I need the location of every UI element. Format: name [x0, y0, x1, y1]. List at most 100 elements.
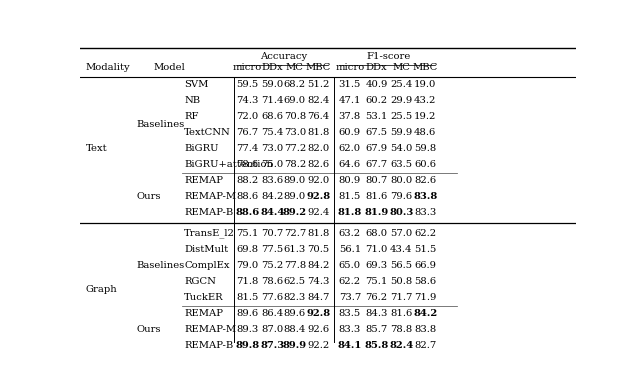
Text: TuckER: TuckER [184, 293, 224, 302]
Text: 71.4: 71.4 [261, 96, 284, 105]
Text: DistMult: DistMult [184, 245, 228, 254]
Text: 80.0: 80.0 [390, 176, 413, 185]
Text: 75.2: 75.2 [261, 261, 284, 270]
Text: 84.2: 84.2 [413, 309, 437, 318]
Text: 29.9: 29.9 [390, 96, 413, 105]
Text: 83.8: 83.8 [414, 325, 436, 334]
Text: 60.2: 60.2 [365, 96, 388, 105]
Text: 43.4: 43.4 [390, 245, 413, 254]
Text: F1-score: F1-score [366, 52, 411, 61]
Text: REMAP-B: REMAP-B [184, 341, 234, 350]
Text: 57.0: 57.0 [390, 229, 413, 238]
Text: 72.7: 72.7 [284, 229, 306, 238]
Text: 68.2: 68.2 [284, 80, 306, 89]
Text: 66.9: 66.9 [414, 261, 436, 270]
Text: 84.4: 84.4 [260, 208, 285, 217]
Text: 89.2: 89.2 [283, 208, 307, 217]
Text: Ours: Ours [136, 325, 161, 334]
Text: RF: RF [184, 112, 198, 121]
Text: 77.4: 77.4 [236, 144, 259, 153]
Text: 87.0: 87.0 [261, 325, 284, 334]
Text: 25.4: 25.4 [390, 80, 413, 89]
Text: 75.4: 75.4 [261, 128, 284, 137]
Text: 71.9: 71.9 [414, 293, 436, 302]
Text: 69.0: 69.0 [284, 96, 306, 105]
Text: 70.7: 70.7 [261, 229, 284, 238]
Text: REMAP: REMAP [184, 176, 223, 185]
Text: 56.5: 56.5 [390, 261, 412, 270]
Text: 59.0: 59.0 [261, 80, 284, 89]
Text: 71.8: 71.8 [236, 277, 259, 286]
Text: MBC: MBC [305, 64, 331, 72]
Text: 75.1: 75.1 [365, 277, 388, 286]
Text: REMAP: REMAP [184, 309, 223, 318]
Text: 19.2: 19.2 [414, 112, 436, 121]
Text: 62.0: 62.0 [339, 144, 361, 153]
Text: 87.3: 87.3 [260, 341, 285, 350]
Text: micro: micro [335, 64, 364, 72]
Text: Text: Text [86, 144, 108, 153]
Text: BiGRU+attention: BiGRU+attention [184, 160, 273, 169]
Text: 82.6: 82.6 [414, 176, 436, 185]
Text: 70.8: 70.8 [284, 112, 306, 121]
Text: 82.6: 82.6 [307, 160, 329, 169]
Text: 82.7: 82.7 [414, 341, 436, 350]
Text: 85.8: 85.8 [365, 341, 388, 350]
Text: 83.6: 83.6 [261, 176, 284, 185]
Text: 78.2: 78.2 [284, 160, 306, 169]
Text: 51.5: 51.5 [414, 245, 436, 254]
Text: 62.2: 62.2 [339, 277, 361, 286]
Text: 31.5: 31.5 [339, 80, 361, 89]
Text: 63.5: 63.5 [390, 160, 412, 169]
Text: 86.4: 86.4 [261, 309, 284, 318]
Text: 92.2: 92.2 [307, 341, 329, 350]
Text: 81.6: 81.6 [365, 192, 388, 201]
Text: 43.2: 43.2 [414, 96, 436, 105]
Text: 48.6: 48.6 [414, 128, 436, 137]
Text: 88.6: 88.6 [236, 208, 260, 217]
Text: 68.6: 68.6 [262, 112, 284, 121]
Text: REMAP-M: REMAP-M [184, 192, 236, 201]
Text: 50.8: 50.8 [390, 277, 413, 286]
Text: 60.6: 60.6 [414, 160, 436, 169]
Text: Baselines: Baselines [136, 261, 184, 270]
Text: 63.2: 63.2 [339, 229, 361, 238]
Text: 89.9: 89.9 [283, 341, 307, 350]
Text: TransE_l2: TransE_l2 [184, 229, 235, 238]
Text: DDx: DDx [262, 64, 284, 72]
Text: 89.6: 89.6 [284, 309, 306, 318]
Text: 85.7: 85.7 [365, 325, 388, 334]
Text: 54.0: 54.0 [390, 144, 413, 153]
Text: 64.6: 64.6 [339, 160, 361, 169]
Text: 62.5: 62.5 [284, 277, 306, 286]
Text: MC: MC [392, 64, 410, 72]
Text: 69.8: 69.8 [237, 245, 259, 254]
Text: Modality: Modality [86, 64, 131, 72]
Text: 82.0: 82.0 [307, 144, 329, 153]
Text: 19.0: 19.0 [414, 80, 436, 89]
Text: SVM: SVM [184, 80, 209, 89]
Text: 67.7: 67.7 [365, 160, 388, 169]
Text: 92.4: 92.4 [307, 208, 329, 217]
Text: 53.1: 53.1 [365, 112, 388, 121]
Text: 89.8: 89.8 [236, 341, 260, 350]
Text: 78.6: 78.6 [237, 160, 259, 169]
Text: 73.0: 73.0 [284, 128, 306, 137]
Text: 70.5: 70.5 [307, 245, 329, 254]
Text: 74.3: 74.3 [307, 277, 329, 286]
Text: 75.0: 75.0 [261, 160, 284, 169]
Text: 79.0: 79.0 [237, 261, 259, 270]
Text: 84.1: 84.1 [338, 341, 362, 350]
Text: 81.9: 81.9 [365, 208, 388, 217]
Text: 71.0: 71.0 [365, 245, 388, 254]
Text: 62.2: 62.2 [414, 229, 436, 238]
Text: 82.4: 82.4 [307, 96, 329, 105]
Text: 80.7: 80.7 [365, 176, 388, 185]
Text: 81.6: 81.6 [390, 309, 413, 318]
Text: 67.5: 67.5 [365, 128, 388, 137]
Text: 72.0: 72.0 [237, 112, 259, 121]
Text: 59.5: 59.5 [237, 80, 259, 89]
Text: 92.8: 92.8 [306, 192, 330, 201]
Text: 75.1: 75.1 [236, 229, 259, 238]
Text: 88.4: 88.4 [284, 325, 306, 334]
